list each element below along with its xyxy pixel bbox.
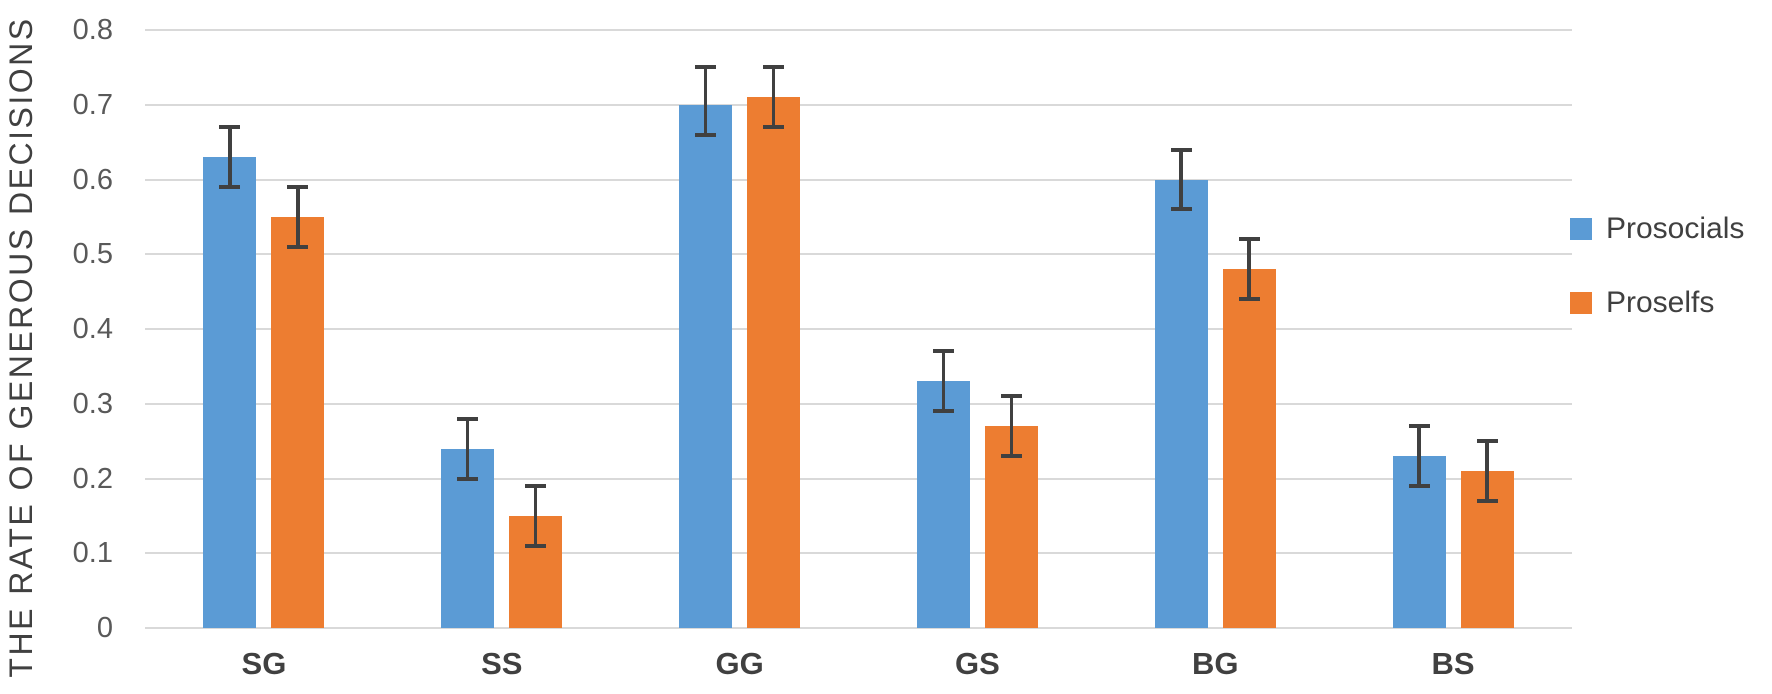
bar-group-ss (383, 30, 621, 628)
bar-proselfs-sg (271, 216, 325, 628)
error-bar-cap (1408, 483, 1430, 488)
error-bar (1417, 426, 1421, 486)
error-bar (703, 67, 708, 135)
bar-prosocials-gg (679, 104, 733, 628)
legend-item-proselfs: Proselfs (1570, 286, 1714, 320)
bar-proselfs-gg (747, 97, 801, 628)
bar-group-bs (1334, 30, 1572, 628)
y-tick-label: 0.4 (72, 313, 113, 345)
error-bar-cap (219, 125, 241, 130)
error-bar-cap (1000, 394, 1022, 399)
error-bar-cap (1476, 498, 1498, 503)
error-bar-cap (695, 65, 717, 70)
legend-label-proselfs: Proselfs (1606, 286, 1715, 319)
gridline (145, 477, 1572, 480)
error-bar (771, 67, 776, 128)
error-bar-cap (695, 132, 717, 137)
gridline (145, 178, 1572, 181)
legend-swatch-prosocials-icon (1570, 218, 1592, 240)
error-bar-cap (763, 65, 785, 70)
plot-area (145, 29, 1572, 629)
error-bar (1247, 239, 1251, 300)
error-bar (941, 351, 946, 412)
error-bar (465, 418, 470, 479)
legend-label-prosocials: Prosocials (1606, 212, 1745, 245)
error-bar-cap (1408, 424, 1430, 429)
gridline (145, 253, 1572, 256)
gridline (145, 552, 1572, 555)
bar-group-gg (621, 30, 859, 628)
legend-item-prosocials: Prosocials (1570, 212, 1744, 246)
bar-group-bg (1096, 30, 1334, 628)
bar-prosocials-bg (1154, 179, 1208, 628)
error-bar (1179, 149, 1183, 210)
gridline (145, 29, 1572, 31)
y-tick-label: 0.2 (72, 462, 113, 495)
error-bar (1009, 396, 1014, 457)
y-tick-label: 0.8 (72, 14, 113, 46)
gridline (145, 103, 1572, 106)
bar-group-gs (859, 30, 1097, 628)
error-bar-cap (457, 476, 479, 481)
y-tick-label: 0.6 (72, 163, 113, 196)
y-tick-label: 0.7 (72, 88, 113, 121)
error-bar-cap (932, 349, 954, 354)
error-bar-cap (763, 125, 785, 130)
x-axis-label-sg: SG (241, 646, 287, 681)
error-bar-cap (932, 409, 954, 414)
x-axis-label-gg: GG (715, 646, 764, 681)
error-bar-cap (1170, 207, 1192, 212)
error-bar-cap (525, 483, 547, 488)
legend-swatch-proselfs-icon (1570, 292, 1592, 314)
error-bar-cap (1238, 237, 1260, 242)
bar-proselfs-gs (984, 426, 1038, 628)
error-bar-cap (287, 184, 309, 189)
x-axis-label-gs: GS (955, 646, 1000, 681)
error-bar (228, 127, 232, 187)
gridline (145, 402, 1572, 405)
x-axis-label-ss: SS (481, 646, 523, 681)
error-bar-cap (287, 244, 309, 249)
error-bar-cap (525, 543, 547, 548)
bar-prosocials-gs (916, 381, 970, 628)
error-bar (296, 186, 300, 247)
y-tick-label: 0.3 (72, 387, 113, 420)
error-bar-cap (219, 184, 241, 189)
bar-prosocials-sg (203, 157, 257, 628)
bar-group-sg (145, 30, 383, 628)
gridline (145, 627, 1572, 629)
y-tick-label: 0.5 (72, 238, 113, 271)
gridline (145, 328, 1572, 330)
error-bar-cap (1476, 439, 1498, 444)
x-axis-label-bg: BG (1191, 646, 1239, 681)
x-axis-label-bs: BS (1431, 646, 1475, 681)
y-tick-label: 0.1 (72, 537, 113, 570)
error-bar (1485, 441, 1489, 501)
y-tick-label: 0 (96, 612, 113, 644)
error-bar-cap (1000, 454, 1022, 459)
bar-proselfs-bg (1222, 269, 1276, 628)
error-bar-cap (457, 416, 479, 421)
error-bar (533, 485, 538, 546)
error-bar-cap (1238, 297, 1260, 302)
error-bar-cap (1170, 147, 1192, 152)
